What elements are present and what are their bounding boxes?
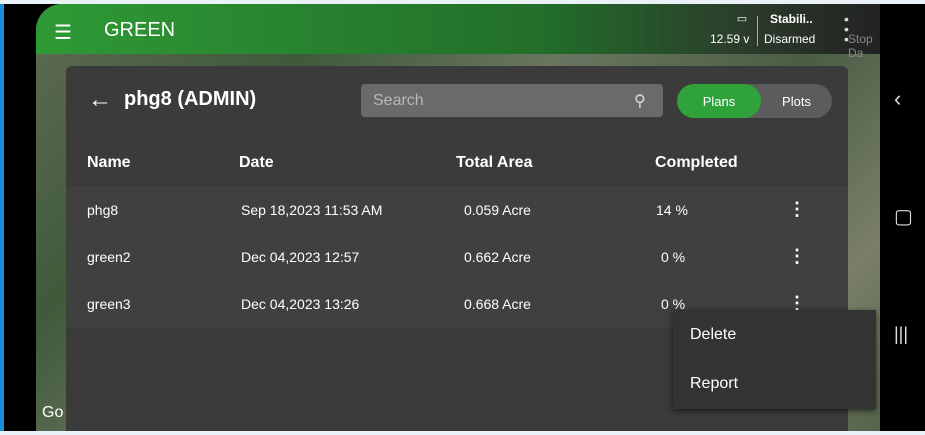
header-date[interactable]: Date [239, 154, 274, 171]
flight-mode[interactable]: Stabili.. [770, 12, 813, 26]
hamburger-menu-icon[interactable]: ☰ [54, 22, 72, 44]
plan-completed: 14 % [656, 201, 688, 218]
plan-area: 0.059 Acre [464, 201, 531, 218]
menu-item-report[interactable]: Report [690, 374, 739, 392]
table-row[interactable]: green3 Dec 04,2023 13:26 0.668 Acre 0 % … [66, 280, 848, 327]
table-row[interactable]: green2 Dec 04,2023 12:57 0.662 Acre 0 % … [66, 233, 848, 280]
plan-name: green3 [87, 295, 131, 312]
back-nav-icon[interactable]: ‹ [894, 86, 902, 111]
row-menu-icon[interactable]: ⋮ [788, 293, 806, 313]
android-nav-bar: ‹ ▢ ||| [884, 4, 925, 435]
app-title: GREEN [104, 19, 176, 41]
google-logo: Go [42, 404, 64, 421]
recents-nav-icon[interactable]: ||| [894, 324, 909, 344]
tab-plots[interactable]: Plots [782, 93, 811, 109]
search-input[interactable] [361, 84, 663, 117]
battery-voltage: 12.59 v [710, 32, 750, 46]
row-menu-icon[interactable]: ⋮ [788, 246, 806, 266]
more-vertical-icon[interactable]: • • • [844, 11, 849, 47]
menu-item-delete[interactable]: Delete [690, 325, 737, 343]
home-nav-icon[interactable]: ▢ [894, 206, 913, 228]
plan-area: 0.668 Acre [464, 295, 531, 312]
plan-name: phg8 [87, 201, 119, 218]
battery-icon: ▭ [736, 13, 748, 25]
divider [757, 16, 758, 46]
app-bar: ☰ GREEN ▭ 12.59 v Stabili.. Disarmed Sto… [36, 4, 880, 60]
header-total-area[interactable]: Total Area [456, 154, 533, 171]
panel-title: phg8 (ADMIN) [124, 88, 257, 110]
table-row[interactable]: phg8 Sep 18,2023 11:53 AM 0.059 Acre 14 … [66, 186, 848, 233]
search-icon[interactable]: ⚲ [634, 93, 646, 110]
arm-state: Disarmed [764, 32, 816, 46]
plan-date: Dec 04,2023 12:57 [241, 248, 360, 265]
tab-plans[interactable]: Plans [677, 84, 761, 118]
back-arrow-icon[interactable]: ← [88, 86, 112, 113]
table-header: Name Date Total Area Completed [66, 140, 848, 186]
window-edge [0, 4, 4, 431]
stop-label: Stop Da [848, 32, 873, 60]
plan-completed: 0 % [661, 295, 686, 312]
header-completed[interactable]: Completed [655, 154, 738, 171]
table-body: phg8 Sep 18,2023 11:53 AM 0.059 Acre 14 … [66, 186, 848, 327]
row-menu-icon[interactable]: ⋮ [788, 199, 806, 219]
plan-date: Dec 04,2023 13:26 [241, 295, 360, 312]
header-name[interactable]: Name [87, 154, 131, 171]
context-menu: Delete Report [673, 310, 876, 409]
plan-completed: 0 % [661, 248, 686, 265]
plan-date: Sep 18,2023 11:53 AM [241, 201, 383, 218]
plans-plots-toggle[interactable]: Plans Plots [677, 84, 832, 118]
plan-name: green2 [87, 248, 131, 265]
plan-area: 0.662 Acre [464, 248, 531, 265]
